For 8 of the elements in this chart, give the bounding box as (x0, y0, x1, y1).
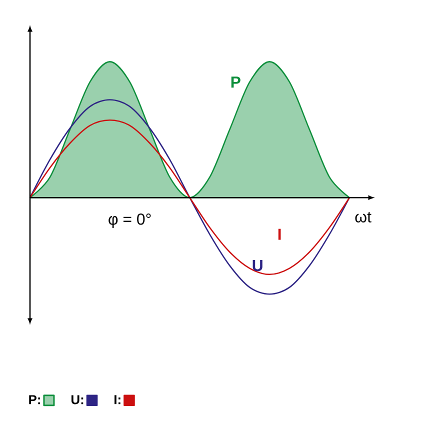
annotation: P (231, 76, 240, 88)
legend-label: I: (114, 395, 120, 404)
x-axis-title: ωt (355, 212, 372, 222)
annotation: U (252, 260, 262, 272)
annotation: φ = 0° (108, 214, 151, 228)
legend-label: P: (29, 395, 40, 404)
annotation: I (278, 228, 281, 240)
legend-label: U: (71, 395, 84, 404)
